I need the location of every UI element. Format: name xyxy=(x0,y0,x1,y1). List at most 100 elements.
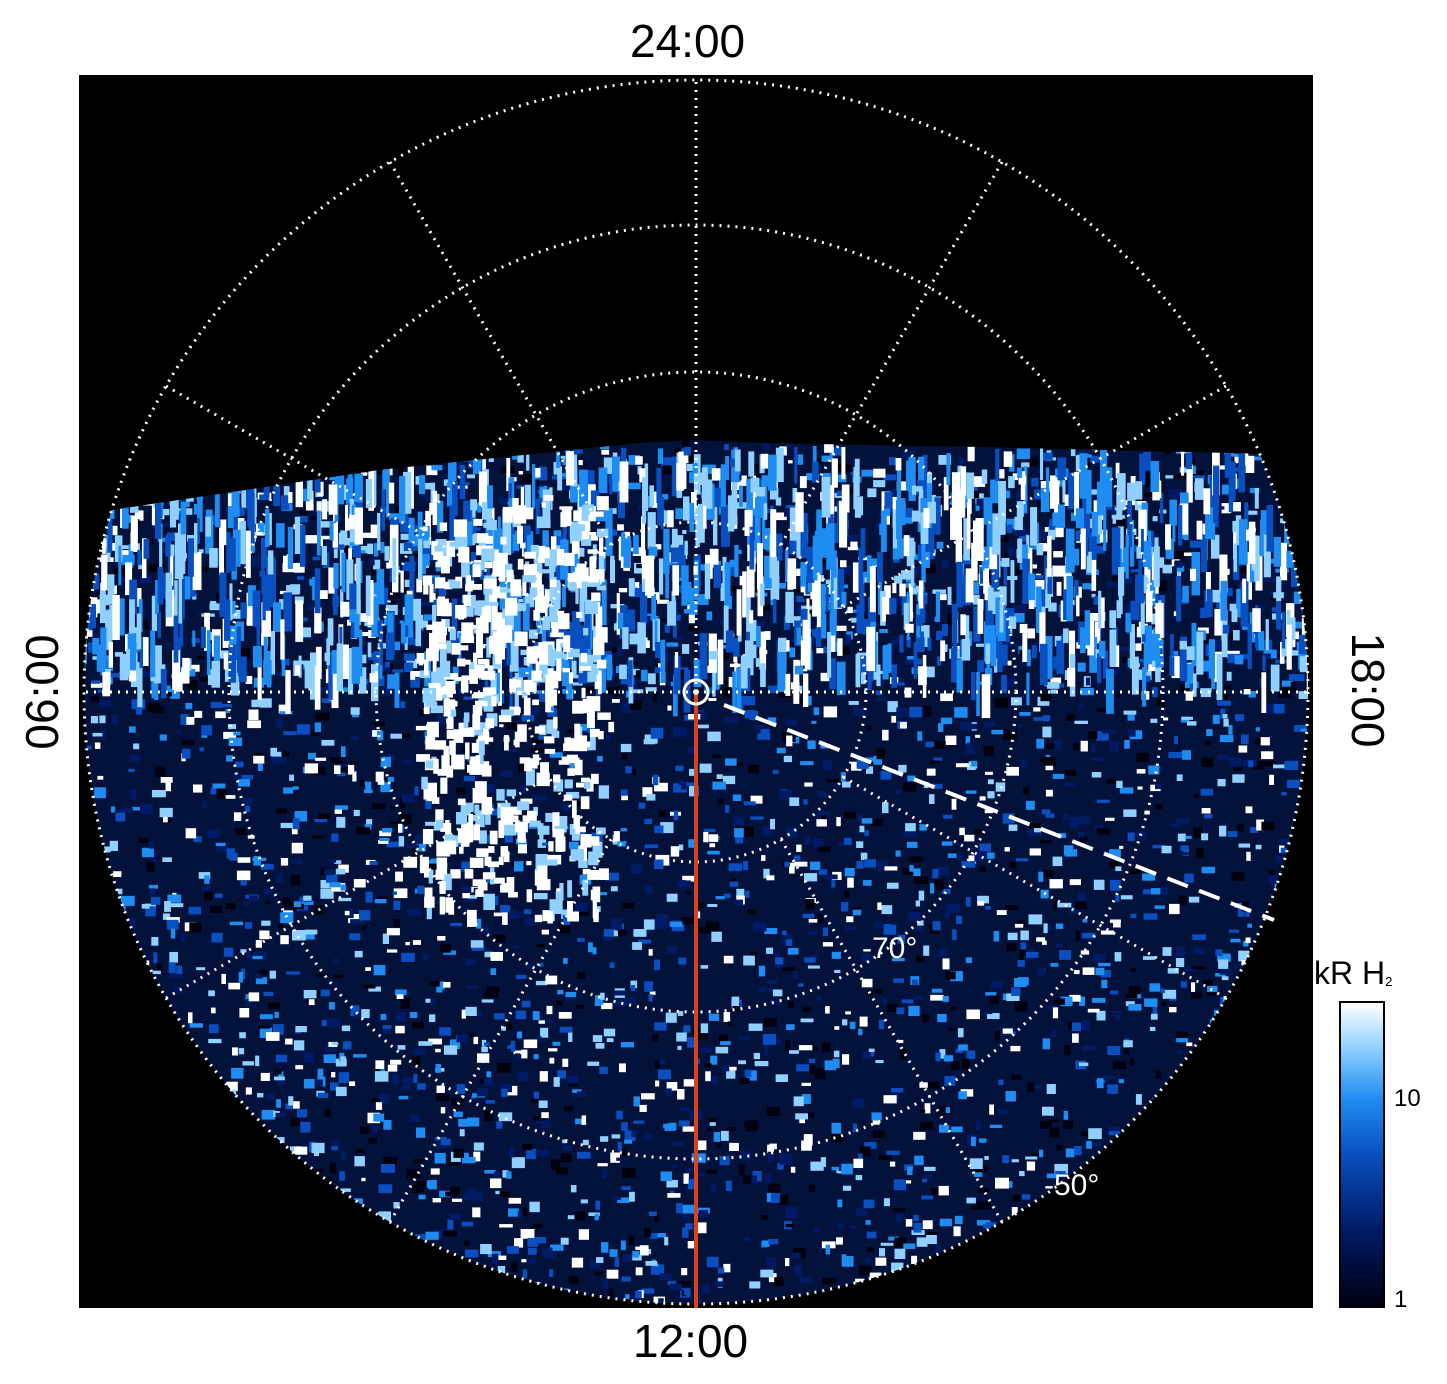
oval-pixel xyxy=(1097,653,1102,684)
emission-pixel xyxy=(1248,691,1256,698)
emission-pixel xyxy=(868,1048,875,1052)
emission-pixel xyxy=(879,629,888,633)
emission-pixel xyxy=(1036,738,1044,749)
emission-pixel xyxy=(392,669,404,673)
emission-pixel xyxy=(1153,580,1168,592)
emission-pixel xyxy=(942,644,948,652)
emission-pixel xyxy=(101,729,106,741)
emission-pixel xyxy=(801,1140,812,1151)
emission-pixel xyxy=(1215,973,1226,977)
emission-pixel xyxy=(853,1158,864,1168)
emission-pixel xyxy=(316,973,329,977)
emission-pixel xyxy=(632,1250,640,1258)
emission-pixel xyxy=(1193,475,1205,479)
emission-pixel xyxy=(248,709,259,721)
oval-pixel xyxy=(684,540,688,556)
oval-pixel xyxy=(903,602,909,631)
oval-pixel xyxy=(1179,503,1189,535)
emission-pixel xyxy=(357,545,371,554)
emission-pixel xyxy=(945,971,956,980)
emission-pixel xyxy=(610,918,622,930)
oval-pixel xyxy=(709,548,719,568)
oval-pixel xyxy=(317,510,321,556)
emission-pixel xyxy=(227,724,237,730)
emission-pixel xyxy=(1291,621,1303,629)
emission-pixel xyxy=(324,1043,337,1052)
emission-pixel xyxy=(478,853,488,862)
emission-pixel xyxy=(846,916,854,923)
emission-pixel xyxy=(1060,996,1073,1007)
emission-pixel xyxy=(472,1207,481,1218)
emission-pixel xyxy=(1255,738,1264,745)
emission-pixel xyxy=(535,1150,550,1157)
emission-pixel xyxy=(915,900,920,907)
oval-pixel xyxy=(383,587,389,605)
emission-pixel xyxy=(456,1034,468,1043)
emission-pixel xyxy=(877,902,882,910)
oval-pixel xyxy=(1270,664,1280,692)
emission-pixel xyxy=(238,648,251,659)
emission-pixel xyxy=(1138,662,1149,666)
emission-pixel xyxy=(1050,963,1059,967)
emission-pixel xyxy=(931,1187,939,1195)
emission-pixel xyxy=(787,947,799,955)
emission-pixel xyxy=(318,621,331,627)
emission-pixel xyxy=(385,604,398,615)
emission-pixel xyxy=(716,1140,722,1148)
emission-pixel xyxy=(278,704,290,714)
emission-pixel xyxy=(716,774,723,783)
emission-pixel xyxy=(308,999,315,1006)
emission-pixel xyxy=(681,783,687,790)
emission-pixel xyxy=(769,1000,782,1005)
emission-pixel xyxy=(648,1211,657,1217)
emission-pixel xyxy=(579,874,592,885)
emission-pixel xyxy=(691,1153,706,1163)
emission-pixel xyxy=(678,1120,690,1127)
emission-pixel xyxy=(620,1240,626,1251)
emission-pixel xyxy=(798,1045,813,1051)
oval-pixel xyxy=(1144,552,1151,594)
emission-pixel xyxy=(592,947,597,955)
emission-pixel xyxy=(831,1122,842,1134)
emission-pixel xyxy=(903,1243,916,1249)
emission-pixel xyxy=(662,465,674,475)
emission-pixel xyxy=(478,761,490,768)
oval-pixel xyxy=(1258,631,1265,651)
emission-pixel xyxy=(465,1006,477,1016)
oval-pixel xyxy=(951,472,961,517)
emission-pixel xyxy=(1246,851,1251,861)
oval-pixel xyxy=(884,505,891,516)
emission-pixel xyxy=(388,513,403,521)
emission-pixel xyxy=(966,1050,976,1060)
emission-pixel xyxy=(1053,998,1065,1005)
emission-pixel xyxy=(409,1114,420,1123)
emission-pixel xyxy=(509,830,524,835)
oval-pixel xyxy=(193,503,198,515)
emission-pixel xyxy=(1045,754,1051,759)
oval-pixel xyxy=(170,544,175,557)
oval-pixel xyxy=(673,655,681,695)
oval-pixel xyxy=(831,522,841,543)
emission-pixel xyxy=(425,1231,439,1240)
emission-pixel xyxy=(1082,918,1088,923)
oval-pixel xyxy=(1129,520,1135,567)
emission-pixel xyxy=(860,852,868,861)
emission-pixel xyxy=(1091,757,1104,761)
emission-pixel xyxy=(966,1197,976,1204)
emission-pixel xyxy=(521,1000,531,1008)
emission-pixel xyxy=(334,809,342,814)
oval-pixel xyxy=(703,504,707,529)
emission-pixel xyxy=(766,1257,776,1269)
oval-pixel xyxy=(130,532,134,551)
emission-pixel xyxy=(1082,967,1095,975)
emission-pixel xyxy=(748,1023,763,1031)
oval-pixel xyxy=(1026,672,1030,706)
emission-pixel xyxy=(1116,519,1125,526)
emission-pixel xyxy=(697,1140,707,1151)
emission-pixel xyxy=(890,639,899,645)
emission-pixel xyxy=(249,895,259,902)
emission-pixel xyxy=(1180,981,1187,988)
oval-pixel xyxy=(756,626,761,648)
oval-pixel xyxy=(314,665,321,710)
oval-pixel xyxy=(1231,608,1238,623)
